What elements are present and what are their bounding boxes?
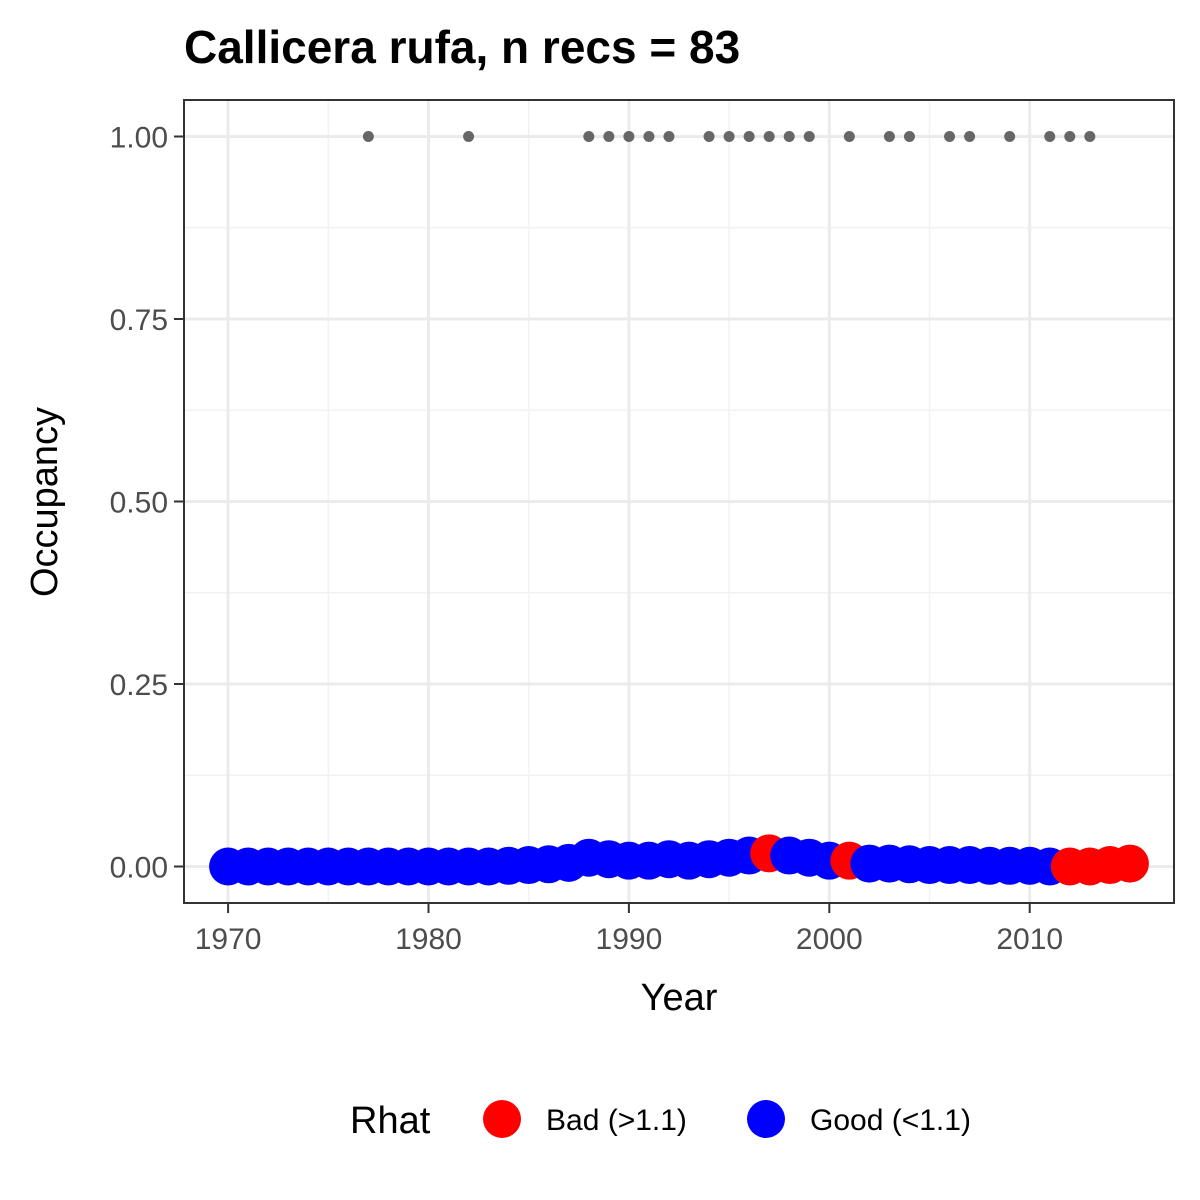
record-point [1064,131,1076,142]
axis-ticks [174,135,1031,913]
y-tick-label: 0.25 [110,669,168,702]
record-point [1004,131,1016,142]
record-point [1084,131,1096,142]
record-point [883,131,895,142]
y-tick-label: 0.00 [110,852,168,885]
chart-title: Callicera rufa, n recs = 83 [184,21,740,73]
record-points [362,131,1096,142]
record-point [723,131,735,142]
record-point [803,131,815,142]
record-point [763,131,775,142]
x-tick-label: 1970 [195,923,262,956]
record-point [964,131,976,142]
x-tick-labels: 1970 1980 1990 2000 2010 [195,923,1063,956]
legend-label-bad: Bad (>1.1) [546,1104,687,1137]
record-point [783,131,795,142]
y-tick-label: 0.50 [110,487,168,520]
x-tick-label: 1990 [596,923,663,956]
record-point [743,131,755,142]
record-point [603,131,615,142]
occupancy-points [209,834,1149,886]
record-point [903,131,915,142]
x-axis-title: Year [641,977,718,1019]
legend-key-good [747,1100,785,1138]
y-tick-labels: 0.00 0.25 0.50 0.75 1.00 [110,122,168,885]
x-tick-label: 2010 [996,923,1063,956]
major-gridlines [184,100,1174,903]
record-point [944,131,956,142]
y-tick-label: 0.75 [110,304,168,337]
legend-key-bad [483,1100,521,1138]
x-tick-label: 1980 [395,923,462,956]
occupancy-point [1110,844,1149,883]
record-point [643,131,655,142]
x-tick-label: 2000 [796,923,863,956]
record-point [362,131,374,142]
legend: Rhat Bad (>1.1) Good (<1.1) [350,1100,971,1142]
record-point [703,131,715,142]
record-point [1044,131,1056,142]
record-point [583,131,595,142]
y-tick-label: 1.00 [110,122,168,155]
legend-label-good: Good (<1.1) [810,1104,971,1137]
record-point [843,131,855,142]
record-point [463,131,475,142]
record-point [663,131,675,142]
record-point [623,131,635,142]
y-axis-title: Occupancy [24,407,66,597]
legend-title: Rhat [350,1100,431,1142]
